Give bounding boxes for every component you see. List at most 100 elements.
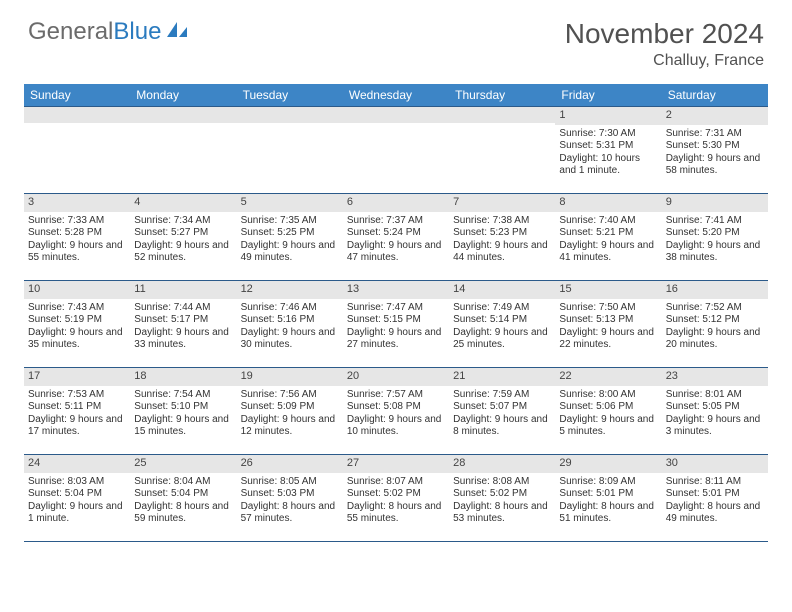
daylight-text: Daylight: 9 hours and 12 minutes. bbox=[241, 414, 339, 439]
calendar-cell bbox=[449, 107, 555, 193]
calendar-cell: 13Sunrise: 7:47 AMSunset: 5:15 PMDayligh… bbox=[343, 281, 449, 367]
day-details: Sunrise: 7:53 AMSunset: 5:11 PMDaylight:… bbox=[24, 386, 130, 443]
sunrise-text: Sunrise: 7:44 AM bbox=[134, 302, 232, 315]
calendar-cell: 28Sunrise: 8:08 AMSunset: 5:02 PMDayligh… bbox=[449, 455, 555, 541]
day-number: 25 bbox=[130, 455, 236, 473]
calendar-cell: 10Sunrise: 7:43 AMSunset: 5:19 PMDayligh… bbox=[24, 281, 130, 367]
calendar-cell: 27Sunrise: 8:07 AMSunset: 5:02 PMDayligh… bbox=[343, 455, 449, 541]
day-details: Sunrise: 8:05 AMSunset: 5:03 PMDaylight:… bbox=[237, 473, 343, 530]
day-details: Sunrise: 7:59 AMSunset: 5:07 PMDaylight:… bbox=[449, 386, 555, 443]
daylight-text: Daylight: 9 hours and 25 minutes. bbox=[453, 327, 551, 352]
calendar-cell: 16Sunrise: 7:52 AMSunset: 5:12 PMDayligh… bbox=[662, 281, 768, 367]
daylight-text: Daylight: 9 hours and 55 minutes. bbox=[28, 240, 126, 265]
daylight-text: Daylight: 10 hours and 1 minute. bbox=[559, 153, 657, 178]
calendar-cell: 6Sunrise: 7:37 AMSunset: 5:24 PMDaylight… bbox=[343, 194, 449, 280]
daylight-text: Daylight: 9 hours and 33 minutes. bbox=[134, 327, 232, 352]
sunset-text: Sunset: 5:17 PM bbox=[134, 314, 232, 327]
calendar-cell: 9Sunrise: 7:41 AMSunset: 5:20 PMDaylight… bbox=[662, 194, 768, 280]
calendar-cell: 3Sunrise: 7:33 AMSunset: 5:28 PMDaylight… bbox=[24, 194, 130, 280]
day-number: 14 bbox=[449, 281, 555, 299]
daylight-text: Daylight: 8 hours and 49 minutes. bbox=[666, 501, 764, 526]
day-number: 27 bbox=[343, 455, 449, 473]
day-details: Sunrise: 8:11 AMSunset: 5:01 PMDaylight:… bbox=[662, 473, 768, 530]
sunrise-text: Sunrise: 7:53 AM bbox=[28, 389, 126, 402]
daylight-text: Daylight: 9 hours and 17 minutes. bbox=[28, 414, 126, 439]
sunset-text: Sunset: 5:04 PM bbox=[134, 488, 232, 501]
sunrise-text: Sunrise: 7:52 AM bbox=[666, 302, 764, 315]
sunset-text: Sunset: 5:02 PM bbox=[347, 488, 445, 501]
sunrise-text: Sunrise: 8:03 AM bbox=[28, 476, 126, 489]
daylight-text: Daylight: 8 hours and 59 minutes. bbox=[134, 501, 232, 526]
daylight-text: Daylight: 9 hours and 35 minutes. bbox=[28, 327, 126, 352]
calendar-cell: 17Sunrise: 7:53 AMSunset: 5:11 PMDayligh… bbox=[24, 368, 130, 454]
calendar-cell bbox=[130, 107, 236, 193]
calendar-cell: 19Sunrise: 7:56 AMSunset: 5:09 PMDayligh… bbox=[237, 368, 343, 454]
day-number: 5 bbox=[237, 194, 343, 212]
day-details: Sunrise: 8:07 AMSunset: 5:02 PMDaylight:… bbox=[343, 473, 449, 530]
day-number: 6 bbox=[343, 194, 449, 212]
day-number: 12 bbox=[237, 281, 343, 299]
day-number: 17 bbox=[24, 368, 130, 386]
daylight-text: Daylight: 9 hours and 58 minutes. bbox=[666, 153, 764, 178]
calendar-row: 24Sunrise: 8:03 AMSunset: 5:04 PMDayligh… bbox=[24, 455, 768, 542]
day-details: Sunrise: 8:03 AMSunset: 5:04 PMDaylight:… bbox=[24, 473, 130, 530]
calendar-row: 1Sunrise: 7:30 AMSunset: 5:31 PMDaylight… bbox=[24, 106, 768, 194]
calendar-cell: 23Sunrise: 8:01 AMSunset: 5:05 PMDayligh… bbox=[662, 368, 768, 454]
sunset-text: Sunset: 5:20 PM bbox=[666, 227, 764, 240]
sunset-text: Sunset: 5:15 PM bbox=[347, 314, 445, 327]
day-details: Sunrise: 7:54 AMSunset: 5:10 PMDaylight:… bbox=[130, 386, 236, 443]
day-details: Sunrise: 8:01 AMSunset: 5:05 PMDaylight:… bbox=[662, 386, 768, 443]
sunrise-text: Sunrise: 7:41 AM bbox=[666, 215, 764, 228]
month-title: November 2024 bbox=[565, 18, 764, 50]
calendar-row: 3Sunrise: 7:33 AMSunset: 5:28 PMDaylight… bbox=[24, 194, 768, 281]
day-number bbox=[237, 107, 343, 123]
calendar-row: 10Sunrise: 7:43 AMSunset: 5:19 PMDayligh… bbox=[24, 281, 768, 368]
dayname-saturday: Saturday bbox=[662, 84, 768, 106]
dayname-wednesday: Wednesday bbox=[343, 84, 449, 106]
sunrise-text: Sunrise: 7:54 AM bbox=[134, 389, 232, 402]
day-number: 15 bbox=[555, 281, 661, 299]
sunset-text: Sunset: 5:25 PM bbox=[241, 227, 339, 240]
day-number: 3 bbox=[24, 194, 130, 212]
day-details: Sunrise: 7:30 AMSunset: 5:31 PMDaylight:… bbox=[555, 125, 661, 182]
day-number bbox=[343, 107, 449, 123]
day-details: Sunrise: 7:43 AMSunset: 5:19 PMDaylight:… bbox=[24, 299, 130, 356]
sunrise-text: Sunrise: 8:09 AM bbox=[559, 476, 657, 489]
sunset-text: Sunset: 5:04 PM bbox=[28, 488, 126, 501]
sunrise-text: Sunrise: 8:00 AM bbox=[559, 389, 657, 402]
day-details: Sunrise: 8:04 AMSunset: 5:04 PMDaylight:… bbox=[130, 473, 236, 530]
dayname-tuesday: Tuesday bbox=[237, 84, 343, 106]
day-details: Sunrise: 7:49 AMSunset: 5:14 PMDaylight:… bbox=[449, 299, 555, 356]
sunrise-text: Sunrise: 7:46 AM bbox=[241, 302, 339, 315]
dayname-thursday: Thursday bbox=[449, 84, 555, 106]
day-number: 2 bbox=[662, 107, 768, 125]
day-details: Sunrise: 7:47 AMSunset: 5:15 PMDaylight:… bbox=[343, 299, 449, 356]
day-number: 18 bbox=[130, 368, 236, 386]
day-details: Sunrise: 7:35 AMSunset: 5:25 PMDaylight:… bbox=[237, 212, 343, 269]
day-number: 8 bbox=[555, 194, 661, 212]
sunset-text: Sunset: 5:16 PM bbox=[241, 314, 339, 327]
day-number: 23 bbox=[662, 368, 768, 386]
dayname-monday: Monday bbox=[130, 84, 236, 106]
calendar-cell: 18Sunrise: 7:54 AMSunset: 5:10 PMDayligh… bbox=[130, 368, 236, 454]
day-details: Sunrise: 8:08 AMSunset: 5:02 PMDaylight:… bbox=[449, 473, 555, 530]
sunset-text: Sunset: 5:03 PM bbox=[241, 488, 339, 501]
day-number: 1 bbox=[555, 107, 661, 125]
daylight-text: Daylight: 8 hours and 51 minutes. bbox=[559, 501, 657, 526]
sunset-text: Sunset: 5:07 PM bbox=[453, 401, 551, 414]
calendar-cell: 8Sunrise: 7:40 AMSunset: 5:21 PMDaylight… bbox=[555, 194, 661, 280]
sunrise-text: Sunrise: 7:43 AM bbox=[28, 302, 126, 315]
daylight-text: Daylight: 9 hours and 3 minutes. bbox=[666, 414, 764, 439]
day-number: 29 bbox=[555, 455, 661, 473]
sunrise-text: Sunrise: 7:37 AM bbox=[347, 215, 445, 228]
logo: GeneralBlue bbox=[28, 18, 191, 46]
day-number: 9 bbox=[662, 194, 768, 212]
sunrise-text: Sunrise: 8:07 AM bbox=[347, 476, 445, 489]
sunset-text: Sunset: 5:11 PM bbox=[28, 401, 126, 414]
daylight-text: Daylight: 9 hours and 41 minutes. bbox=[559, 240, 657, 265]
daylight-text: Daylight: 8 hours and 55 minutes. bbox=[347, 501, 445, 526]
day-details: Sunrise: 7:38 AMSunset: 5:23 PMDaylight:… bbox=[449, 212, 555, 269]
day-number bbox=[130, 107, 236, 123]
day-number: 4 bbox=[130, 194, 236, 212]
day-details: Sunrise: 7:37 AMSunset: 5:24 PMDaylight:… bbox=[343, 212, 449, 269]
